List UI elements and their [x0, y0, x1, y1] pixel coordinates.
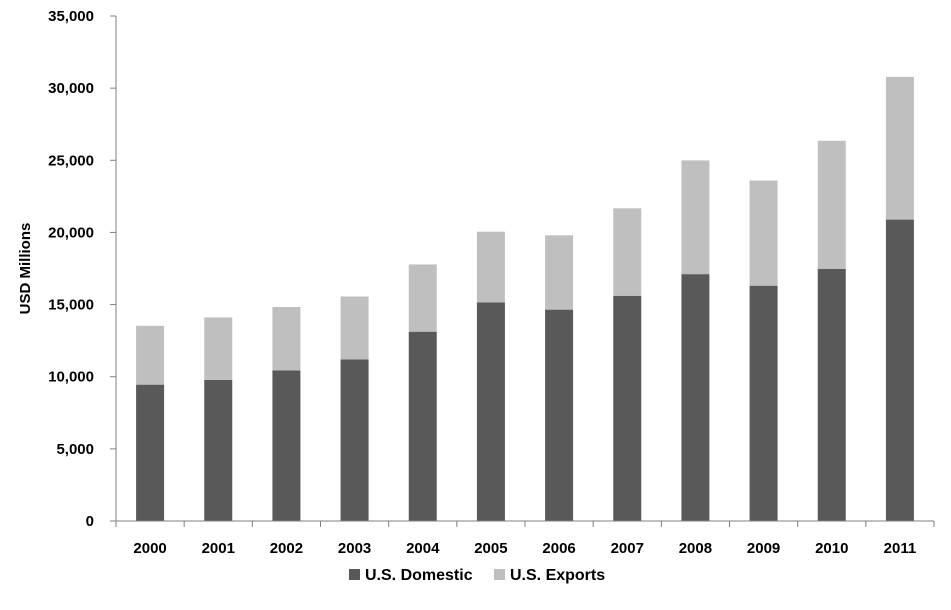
- y-tick-label: 35,000: [48, 8, 94, 25]
- x-axis-ticks: 2000 2001 2002 2003 2004 2005 2006 2007 2008 2009…: [115, 521, 935, 557]
- bar-us-exports: [136, 325, 165, 385]
- bar-us-domestic: [408, 331, 437, 521]
- legend-swatch-us-exports: [494, 569, 505, 580]
- bar-us-exports: [681, 160, 710, 275]
- y-axis-ticks: 0 5,000 10,000 15,000 20,000 25,000 30,000 35,0…: [48, 8, 116, 530]
- x-tick-label: 2010: [815, 540, 848, 557]
- bar-us-domestic: [681, 274, 710, 521]
- bar-us-exports: [749, 180, 778, 286]
- y-tick-label: 10,000: [48, 369, 94, 386]
- bar-us-domestic: [817, 268, 846, 521]
- bar-us-exports: [613, 208, 642, 296]
- bar-us-exports: [545, 235, 574, 310]
- legend: U.S. Domestic U.S. Exports: [349, 567, 605, 584]
- y-tick-label: 0: [86, 513, 94, 530]
- x-tick-label: 2002: [270, 540, 303, 557]
- y-tick-label: 5,000: [56, 441, 94, 458]
- y-tick-label: 25,000: [48, 152, 94, 169]
- bar-us-exports: [204, 317, 233, 380]
- bar-us-domestic: [613, 295, 642, 521]
- x-tick-label: 2001: [202, 540, 235, 557]
- x-tick-label: 2007: [611, 540, 644, 557]
- x-tick-label: 2005: [474, 540, 507, 557]
- bar-us-domestic: [885, 219, 914, 521]
- x-tick-label: 2011: [884, 540, 917, 557]
- bar-us-domestic: [136, 384, 165, 521]
- axes-layer: [115, 16, 934, 522]
- bar-us-exports: [817, 140, 846, 269]
- bar-us-domestic: [476, 302, 505, 521]
- bar-us-exports: [476, 231, 505, 303]
- y-tick-label: 15,000: [48, 297, 94, 314]
- bar-us-domestic: [340, 359, 369, 521]
- bar-us-domestic: [272, 370, 301, 521]
- bar-us-domestic: [204, 379, 233, 521]
- x-tick-label: 2004: [406, 540, 440, 557]
- bar-us-exports: [340, 296, 369, 360]
- y-tick-label: 20,000: [48, 224, 94, 241]
- x-tick-label: 2006: [542, 540, 575, 557]
- legend-label-us-exports: U.S. Exports: [510, 567, 605, 584]
- legend-swatch-us-domestic: [349, 569, 360, 580]
- bar-us-domestic: [545, 309, 574, 521]
- bar-us-exports: [885, 76, 914, 220]
- x-tick-label: 2009: [747, 540, 780, 557]
- x-tick-label: 2008: [679, 540, 712, 557]
- x-tick-label: 2003: [338, 540, 371, 557]
- y-axis-title: USD Millions: [17, 223, 34, 315]
- bar-us-exports: [272, 307, 301, 371]
- legend-label-us-domestic: U.S. Domestic: [365, 567, 473, 584]
- x-tick-label: 2000: [133, 540, 166, 557]
- bar-us-domestic: [749, 285, 778, 521]
- bars-layer: [136, 76, 914, 521]
- y-tick-label: 30,000: [48, 80, 94, 97]
- bar-us-exports: [408, 264, 437, 332]
